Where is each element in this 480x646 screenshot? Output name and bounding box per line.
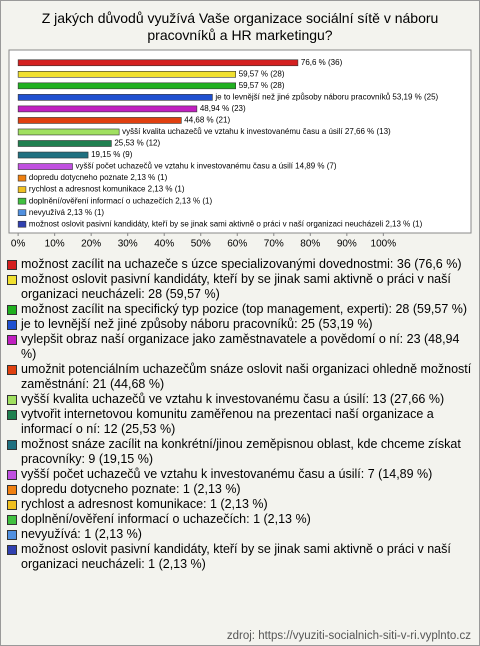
legend-text: možnost snáze zacílit na konkrétní/jinou… [21,437,461,466]
legend-text: vylepšit obraz naší organizace jako zamě… [21,332,460,361]
legend-item: doplnění/ověření informací o uchazečích:… [7,512,473,527]
legend-item: vylepšit obraz naší organizace jako zamě… [7,332,473,362]
bar [17,128,120,136]
value-label: nevyužívá 2,13 % (1) [29,208,104,217]
bar [17,140,112,147]
legend-text: možnost zacílit na specifický typ pozice… [21,302,468,316]
bar [17,105,198,113]
legend-item: vyšší kvalita uchazečů ve vztahu k inves… [7,392,473,407]
x-tick-label: 100% [371,239,397,250]
legend-text: vyšší počet uchazečů ve vztahu k investo… [21,467,433,481]
legend-item: umožnit potenciálním uchazečům snáze osl… [7,362,473,392]
bar [17,117,182,124]
legend-text: je to levnější než jiné způsoby náboru p… [21,317,373,331]
bar [17,151,89,159]
bar [17,94,213,101]
legend-item: je to levnější než jiné způsoby náboru p… [7,317,473,332]
value-label: dopredu dotycneho poznate 2,13 % (1) [29,173,168,182]
value-label: 48,94 % (23) [200,104,246,113]
legend-swatch [7,515,17,525]
legend-item: nevyužívá: 1 (2,13 %) [7,527,473,542]
legend-text: dopredu dotycneho poznate: 1 (2,13 %) [21,482,241,496]
source: zdroj: https://vyuziti-socialnich-siti-v… [226,630,471,642]
legend-text: vyšší kvalita uchazečů ve vztahu k inves… [21,392,445,406]
legend-swatch [7,500,17,510]
bar [17,209,27,216]
legend-text: umožnit potenciálním uchazečům snáze osl… [21,362,472,391]
bar [17,220,27,228]
legend-text: možnost zacílit na uchazeče s úzce speci… [21,257,462,271]
value-label: 25,53 % (12) [114,139,160,148]
legend-swatch [7,485,17,495]
legend-item: dopredu dotycneho poznate: 1 (2,13 %) [7,482,473,497]
bar [17,82,236,90]
legend-swatch [7,470,17,480]
x-tick-label: 30% [118,239,138,250]
value-label: doplnění/ověření informací o uchazečích … [29,196,213,205]
chart-title: Z jakých důvodů využívá Vaše organizace … [41,10,439,43]
value-label: je to levnější než jiné způsoby náboru p… [214,92,438,101]
legend-text: rychlost a adresnost komunikace: 1 (2,13… [21,497,268,511]
legend-item: možnost zacílit na specifický typ pozice… [7,302,473,317]
x-tick-label: 10% [45,239,65,250]
x-tick-label: 50% [191,239,211,250]
legend-swatch [7,365,17,375]
legend-text: doplnění/ověření informací o uchazečích:… [21,512,311,526]
x-tick-label: 80% [300,239,320,250]
bar [17,186,27,193]
legend-swatch [7,260,17,270]
value-label: možnost oslovit pasivní kandidáty, kteří… [29,219,423,228]
x-tick-label: 40% [154,239,174,250]
legend-item: možnost snáze zacílit na konkrétní/jinou… [7,437,473,467]
legend-swatch [7,440,17,450]
value-label: 44,68 % (21) [184,116,230,125]
legend-text: nevyužívá: 1 (2,13 %) [21,527,142,541]
x-tick-label: 60% [227,239,247,250]
value-label: 19,15 % (9) [91,150,133,159]
bar [17,71,236,78]
legend-item: vytvořit internetovou komunitu zaměřenou… [7,407,473,437]
legend-swatch [7,275,17,285]
x-tick-label: 70% [264,239,284,250]
legend-swatch [7,410,17,420]
value-label: 59,57 % (28) [239,81,285,90]
value-label: 76,6 % (36) [301,58,343,67]
chart: 0% 10% 20% 30% 40% 50% 60% 70% 80% 90% 100% 76,6 % … [8,49,472,250]
bar [17,174,27,182]
bar [17,197,27,205]
x-tick-label: 90% [337,239,357,250]
legend-swatch [7,335,17,345]
legend-text: možnost oslovit pasivní kandidáty, kteří… [21,272,451,301]
value-label: 59,57 % (28) [239,69,285,78]
legend-text: vytvořit internetovou komunitu zaměřenou… [21,407,434,436]
legend-item: možnost zacílit na uchazeče s úzce speci… [7,257,473,272]
bar [17,163,73,170]
bar [17,59,299,67]
legend-text: možnost oslovit pasivní kandidáty, kteří… [21,542,451,571]
legend-swatch [7,395,17,405]
x-tick-label: 20% [81,239,101,250]
legend-swatch [7,545,17,555]
legend-item: možnost oslovit pasivní kandidáty, kteří… [7,542,473,572]
value-label: vyšší kvalita uchazečů ve vztahu k inves… [122,127,391,136]
legend-item: vyšší počet uchazečů ve vztahu k investo… [7,467,473,482]
legend-swatch [7,530,17,540]
value-label: rychlost a adresnost komunikace 2,13 % (… [29,185,185,194]
value-label: vyšší počet uchazečů ve vztahu k investo… [76,162,337,171]
x-tick-label: 0% [11,239,26,250]
legend-item: rychlost a adresnost komunikace: 1 (2,13… [7,497,473,512]
legend-item: možnost oslovit pasivní kandidáty, kteří… [7,272,473,302]
legend: možnost zacílit na uchazeče s úzce speci… [7,257,473,572]
legend-swatch [7,305,17,315]
legend-swatch [7,320,17,330]
